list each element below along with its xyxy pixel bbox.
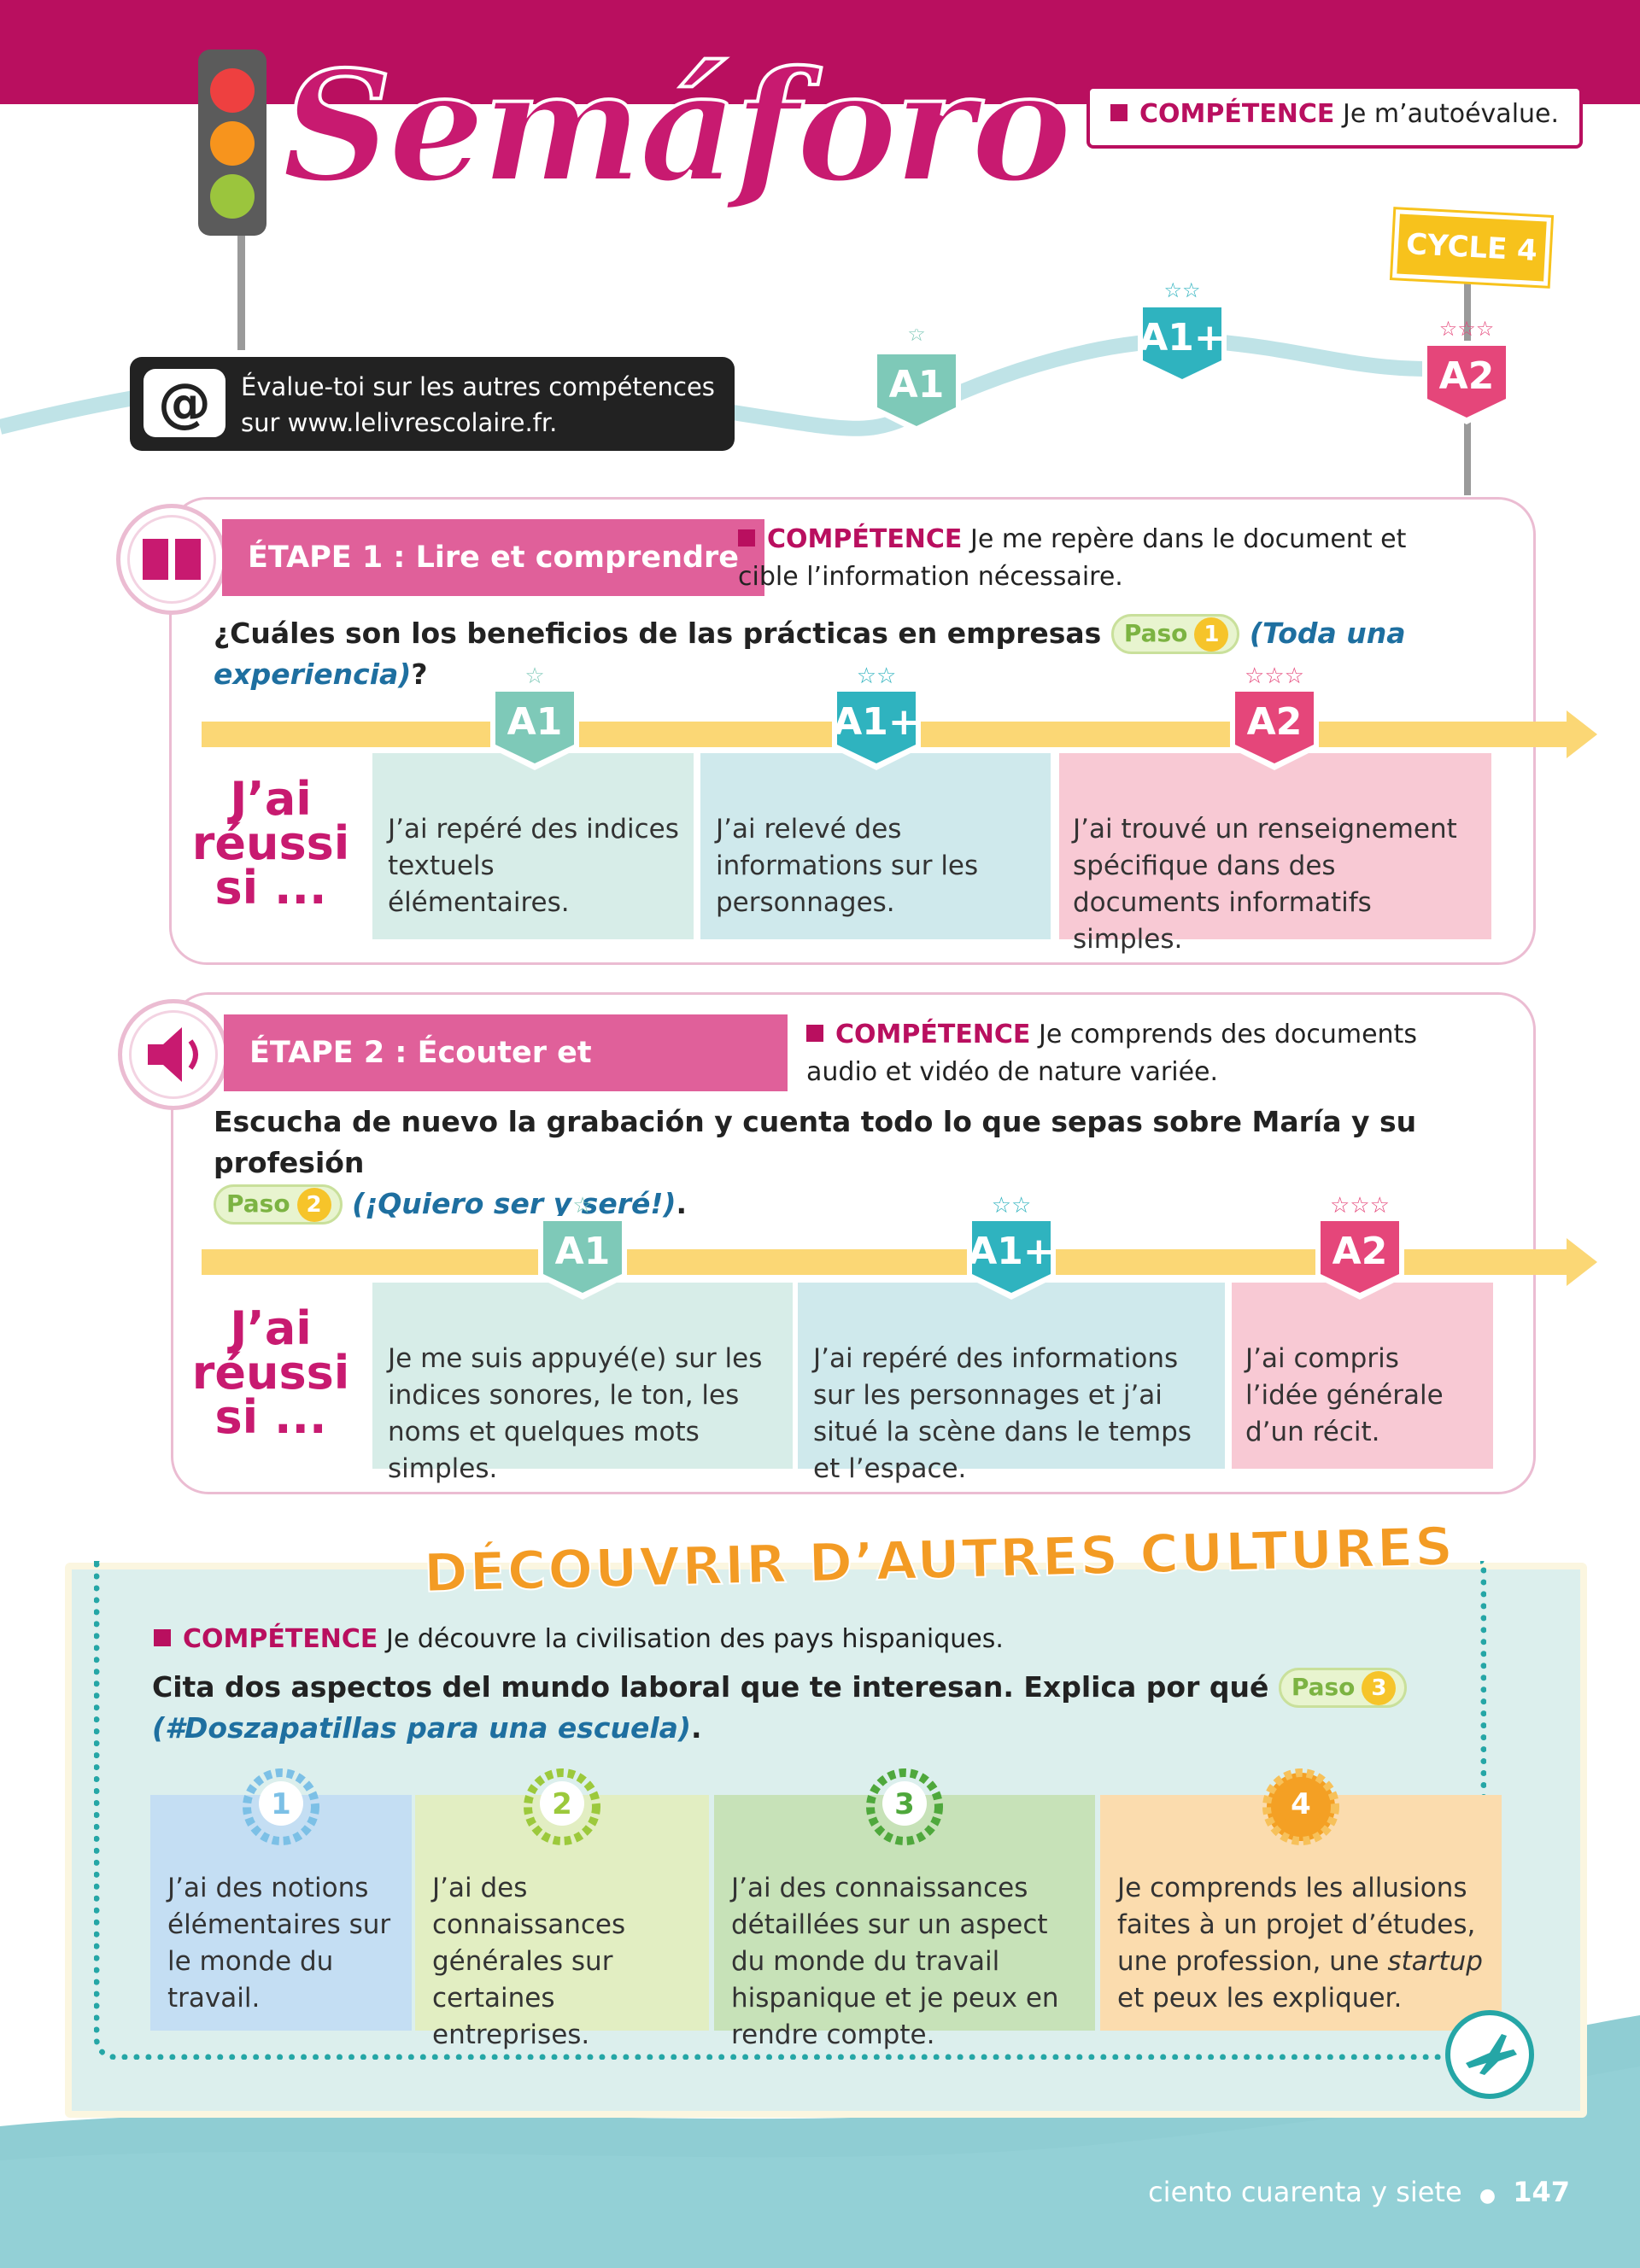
svg-text:☆☆: ☆☆ [992,1195,1032,1219]
etape2-cell-a1plus: J’ai repéré des informations sur les per… [798,1283,1225,1484]
svg-text:2: 2 [552,1787,572,1821]
laurel-medal-icon: 1 [243,1768,319,1845]
paso-2-tag[interactable]: Paso 2 [214,1184,343,1225]
at-icon: @ [144,369,226,437]
etape1-jai-reussi: J’ai réussi si ... [191,772,350,915]
discover-cell-4: 4 Je comprends les allusions faites à un… [1100,1768,1502,2031]
etape1-cell-a1plus: J’ai relevé des informations sur les per… [700,753,1051,939]
traffic-light-pole [237,231,245,350]
etape1-question: ¿Cuáles son los beneficios de las prácti… [214,613,1495,695]
etape2-jai-reussi: J’ai réussi si ... [191,1301,350,1444]
airplane-icon [1445,2010,1534,2099]
footer-bullet: ● [1479,2185,1496,2207]
header-badge-a2: ☆☆☆ A2 [1415,320,1518,431]
etape1-cell-a1: J’ai repéré des indices textuels élément… [372,753,694,939]
etape1-arrow-head [1567,710,1597,758]
header-badge-a1plus: ☆☆ A1+ [1131,282,1233,393]
etape1-badge-a1plus: ☆☆ A1+ [825,666,928,777]
svg-text:☆: ☆ [524,666,544,689]
discover-competence: COMPÉTENCE Je découvre la civilisation d… [154,1621,1520,1658]
etape2-arrow-head [1567,1238,1597,1286]
laurel-medal-icon: 3 [866,1768,943,1845]
eval-line-1: Évalue-toi sur les autres compétences [241,372,715,401]
etape1-badge-a2: ☆☆☆ A2 [1223,666,1326,777]
etape2-badge-a1plus: ☆☆ A1+ [960,1195,1063,1306]
etape2-badge-a1: ☆ A1 [531,1195,634,1306]
etape1-title: ÉTAPE 1 : Lire et comprendre [222,519,765,596]
etape1-badge-a1: ☆ A1 [483,666,586,777]
cycle-label: CYCLE 4 [1392,209,1551,286]
page-footer: ciento cuarenta y siete ● 147 [1148,2176,1570,2208]
svg-text:☆: ☆ [572,1195,592,1219]
svg-text:☆☆☆: ☆☆☆ [1245,666,1304,689]
page-number: 147 [1513,2176,1570,2208]
speaker-icon [118,999,229,1110]
svg-text:1: 1 [271,1787,291,1821]
etape2-cell-a1: Je me suis appuyé(e) sur les indices son… [372,1283,793,1484]
header-badge-a1: ☆ A1 [865,329,968,440]
eval-line-2: sur www.lelivrescolaire.fr. [241,408,558,437]
svg-text:☆☆☆: ☆☆☆ [1330,1195,1390,1219]
bottom-wave [0,2015,1640,2268]
laurel-medal-icon: 4 [1262,1768,1339,1845]
page-title: Semáforo [280,38,1074,216]
online-eval-box[interactable]: @ Évalue-toi sur les autres compétences … [130,357,735,451]
paso-3-tag[interactable]: Paso 3 [1278,1668,1408,1708]
paso-1-tag[interactable]: Paso 1 [1110,614,1240,654]
traffic-light-icon [198,50,266,236]
etape1-cell-a2: J’ai trouvé un renseignement spécifique … [1059,753,1491,955]
discover-question: Cita dos aspectos del mundo laboral que … [152,1667,1536,1749]
svg-text:☆☆: ☆☆ [1163,282,1200,302]
etape2-badge-a2: ☆☆☆ A2 [1309,1195,1411,1306]
discover-cell-3: 3 J’ai des connaissances détaillées sur … [714,1768,1095,2050]
etape2-competence: COMPÉTENCE Je comprends des documents au… [806,1020,1417,1087]
svg-text:☆: ☆ [907,329,926,346]
book-icon [116,504,227,615]
svg-text:3: 3 [894,1787,915,1821]
discover-cell-1: 1 J’ai des notions élémentaires sur le m… [150,1768,412,2031]
svg-text:4: 4 [1291,1787,1311,1821]
page-words: ciento cuarenta y siete [1148,2176,1462,2208]
competence-header: COMPÉTENCE Je m’autoévalue. [1086,85,1584,149]
svg-text:☆☆: ☆☆ [857,666,897,689]
etape1-competence: COMPÉTENCE Je me repère dans le document… [738,524,1407,592]
etape2-title: ÉTAPE 2 : Écouter et comprendre [224,1014,788,1147]
etape2-question: Escucha de nuevo la grabación y cuenta t… [214,1102,1512,1225]
discover-cell-2: 2 J’ai des connaissances générales sur c… [415,1768,709,2050]
laurel-medal-icon: 2 [524,1768,600,1845]
svg-text:☆☆☆: ☆☆☆ [1439,320,1495,341]
etape2-cell-a2: J’ai compris l’idée générale d’un récit. [1232,1283,1493,1469]
